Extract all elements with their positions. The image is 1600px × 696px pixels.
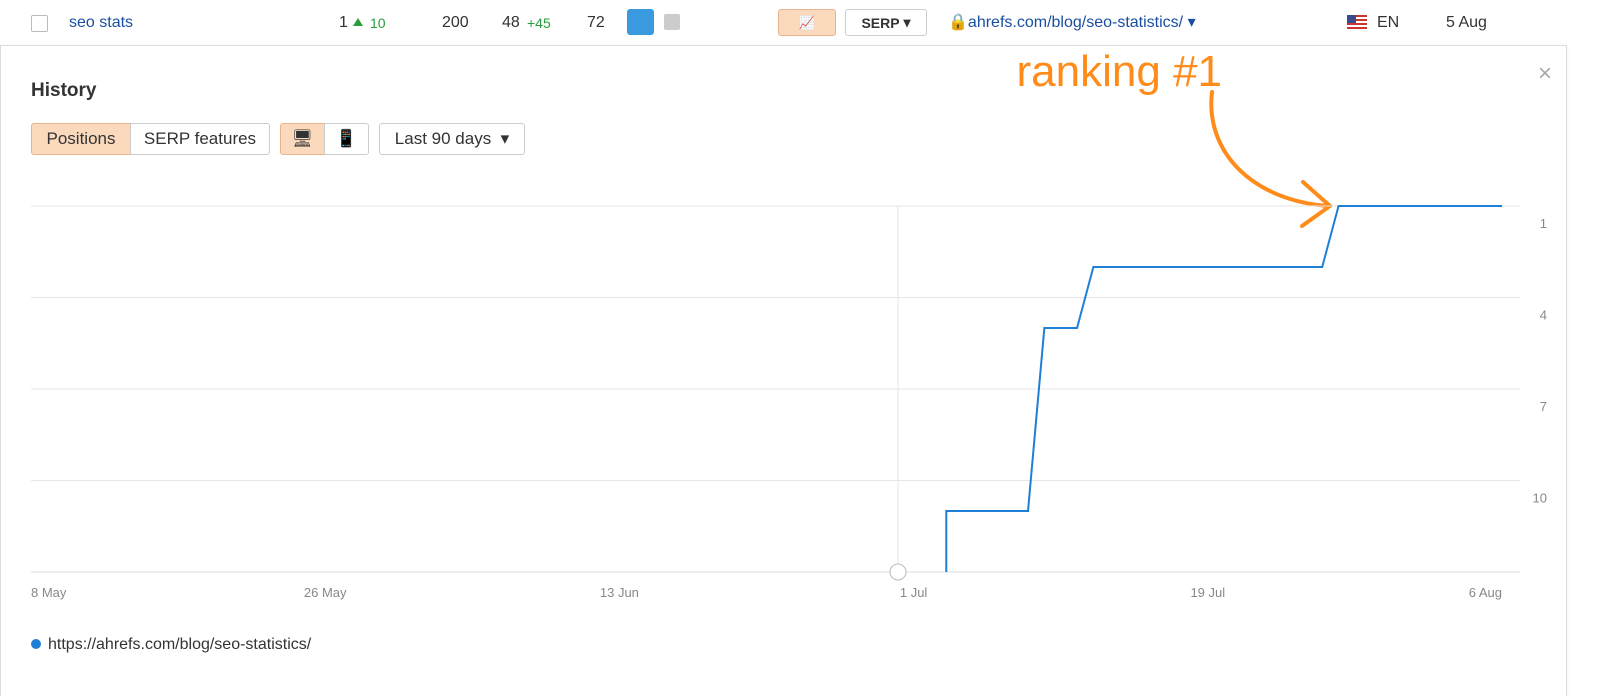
position: 1 [339,14,348,31]
annotation: ranking #1 [1017,47,1222,96]
image-icon[interactable] [664,14,680,30]
legend-label[interactable]: https://ahrefs.com/blog/seo-statistics/ [48,636,312,653]
range-label: Last 90 days [394,129,492,148]
tab[interactable]: Positions [31,123,131,155]
x-tick-label: 6 Aug [1469,585,1502,600]
desktop-button[interactable]: 🖥 [280,123,325,155]
checkbox[interactable] [31,15,48,32]
legend-dot [31,639,41,649]
keyword[interactable]: seo stats [69,14,134,31]
close-button[interactable]: × [1538,60,1553,87]
traffic-change: +45 [527,15,551,31]
serp-label: SERP [861,14,900,31]
x-tick-label: 13 Jun [600,585,639,600]
series-line [945,205,1502,572]
range-dropdown[interactable]: Last 90 days ▾ [379,123,525,155]
position-change: 10 [370,15,386,31]
x-tick-label: 1 Jul [900,585,928,600]
up-arrow [353,18,363,26]
date: 5 Aug [1446,14,1487,31]
mobile-button[interactable]: 📱 [324,123,369,155]
chart-toggle[interactable]: 📈 [778,9,836,36]
x-tick-label: 26 May [304,585,347,600]
kd: 72 [587,14,605,31]
url[interactable]: 🔒ahrefs.com/blog/seo-statistics/ ▾ [948,14,1196,31]
flag [1347,15,1367,29]
quote-icon[interactable] [627,9,654,35]
traffic: 48 [502,14,520,31]
y-tick-label: 10 [1533,491,1547,506]
serp-button[interactable]: SERP ▾ [845,9,927,36]
y-tick-label: 7 [1540,399,1547,414]
panel-title: History [31,80,97,101]
x-tick-label: 19 Jul [1190,585,1225,600]
language: EN [1377,14,1400,31]
y-tick-label: 4 [1540,308,1547,323]
history-panel [0,45,1567,696]
url-text: ahrefs.com/blog/seo-statistics/ [967,14,1184,31]
tab[interactable]: SERP features [130,123,270,155]
event-marker[interactable] [889,563,907,581]
volume: 200 [442,14,469,31]
x-tick-label: 8 May [31,585,67,600]
y-tick-label: 1 [1540,216,1547,231]
